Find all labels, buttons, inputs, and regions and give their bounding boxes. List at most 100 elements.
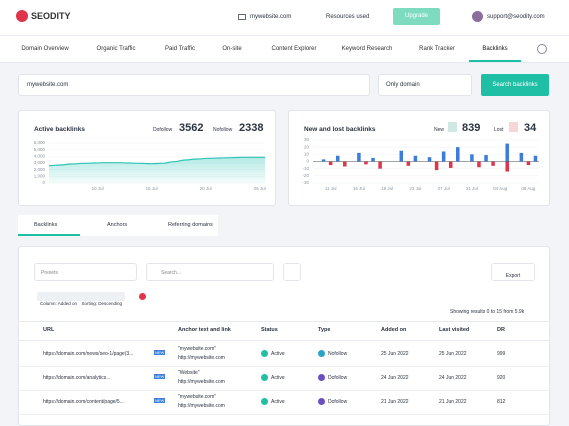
column-header[interactable]: Type: [318, 327, 331, 333]
nav-item[interactable]: Domain Overview: [21, 46, 69, 52]
scope-select[interactable]: Only domain: [378, 74, 472, 96]
column-header[interactable]: Added on: [381, 327, 407, 333]
filter-chip[interactable]: Column: Added on Sorting: Descending: [37, 292, 126, 306]
logo[interactable]: SEODITY: [31, 11, 71, 21]
cell-anchor: "mywebsite.com": [178, 346, 217, 352]
bar: [484, 155, 488, 162]
nav-item[interactable]: Rank Tracker: [419, 46, 455, 52]
new-label: New: [434, 127, 445, 133]
cell-status: Active: [271, 375, 285, 381]
cell-type: Dofollow: [328, 399, 348, 405]
y-tick-label: 6,000: [34, 140, 46, 145]
cell-added: 25 Jun 2022: [381, 351, 409, 357]
chip-sorting: Sorting: Descending: [81, 301, 123, 306]
bar: [364, 161, 368, 165]
x-tick-label: 08 Aug: [521, 186, 536, 191]
nav-item[interactable]: Paid Traffic: [165, 46, 195, 52]
tab[interactable]: Backlinks: [34, 222, 58, 228]
y-tick-label: 5,000: [34, 147, 46, 152]
dofollow-label: Dofollow: [153, 127, 173, 133]
y-tick-label: 0: [42, 180, 45, 185]
nav-item[interactable]: Content Explorer: [271, 46, 317, 52]
presets-text: Presets: [41, 270, 58, 276]
tab[interactable]: Referring domains: [168, 222, 213, 228]
bar: [456, 147, 460, 162]
cell-link[interactable]: http://mywebsite.com: [178, 379, 225, 385]
new-icon: [448, 122, 457, 132]
cell-added: 24 Jun 2022: [381, 375, 409, 381]
line: [48, 156, 265, 167]
new-badge: NEW: [154, 374, 166, 379]
table-search[interactable]: Search...: [146, 263, 274, 281]
export-button[interactable]: Export: [491, 263, 535, 281]
bar: [477, 161, 481, 168]
y-tick-label: 0: [306, 159, 309, 164]
lost-value: 34: [524, 122, 537, 134]
cell-anchor: "mywebsite.com": [178, 394, 217, 400]
avatar[interactable]: [472, 11, 483, 22]
bar: [470, 154, 474, 162]
upgrade-button[interactable]: Upgrade: [393, 8, 440, 25]
type-icon: [318, 374, 325, 381]
nofollow-value: 2338: [239, 122, 264, 134]
user-email[interactable]: support@seodity.com: [487, 14, 545, 20]
type-icon: [318, 398, 325, 405]
new-lost-card: New and lost backlinks New 839 Lost 34 -…: [288, 110, 550, 206]
search-button[interactable]: Search backlinks: [481, 74, 549, 96]
cell-link[interactable]: http://mywebsite.com: [178, 355, 225, 361]
bar: [491, 161, 495, 166]
resources[interactable]: Resources used: [326, 14, 370, 20]
column-header[interactable]: Anchor text and link: [178, 327, 231, 333]
nav-item[interactable]: Backlinks: [482, 46, 508, 52]
lost-icon: [509, 122, 518, 132]
bar: [399, 150, 404, 162]
y-tick-label: 1,000: [34, 174, 46, 179]
column-header[interactable]: Status: [261, 327, 278, 333]
chip-remove[interactable]: [139, 293, 146, 300]
bar: [406, 161, 411, 166]
filter-button[interactable]: [283, 263, 301, 281]
row-divider: [19, 414, 549, 415]
status-icon: [261, 350, 268, 357]
x-tick-label: 20 Jul: [200, 186, 212, 191]
table-search-text: Search...: [161, 270, 182, 276]
nav-item[interactable]: Keyword Research: [341, 46, 393, 52]
cell-dr: 999: [497, 351, 506, 357]
y-tick-label: 4,000: [34, 154, 46, 159]
row-divider: [19, 390, 549, 391]
cell-dr: 812: [497, 399, 506, 405]
export-text: Export: [505, 273, 521, 279]
area: [49, 157, 265, 183]
cell-link[interactable]: http://mywebsite.com: [178, 403, 225, 409]
settings-icon[interactable]: [537, 44, 547, 54]
nav-item[interactable]: On-site: [222, 46, 242, 52]
cell-visited: 25 Jun 2022: [439, 351, 467, 357]
type-icon: [318, 350, 325, 357]
x-tick-label: 15 Jul: [353, 186, 365, 191]
column-header[interactable]: Last visited: [439, 327, 470, 333]
card-title: New and lost backlinks: [304, 126, 376, 133]
nav-bar: Domain Overview Organic Traffic Paid Traff…: [0, 36, 569, 63]
y-tick-label: -30: [302, 180, 309, 185]
table-card: Presets Search... Export Column: Added o…: [18, 246, 550, 426]
nav-item[interactable]: Organic Traffic: [96, 46, 136, 52]
project-select[interactable]: mywebsite.com: [250, 14, 292, 20]
cell-url: https://domain.com/analytics...: [43, 375, 111, 381]
bar: [533, 155, 538, 162]
results-count: Showing results 0 to 15 from 5.9k: [450, 309, 525, 315]
tab[interactable]: Anchors: [107, 222, 128, 228]
row-divider: [19, 366, 549, 367]
status-icon: [261, 398, 268, 405]
cell-status: Active: [271, 351, 285, 357]
column-header[interactable]: DR: [497, 327, 505, 333]
cell-url: https://domain.com/content/page/5...: [43, 399, 124, 405]
new-value: 839: [462, 122, 481, 134]
bar: [357, 152, 361, 162]
y-tick-label: 10: [304, 152, 310, 157]
search-input[interactable]: mywebsite.com: [18, 74, 370, 96]
presets-select[interactable]: Presets: [34, 263, 137, 281]
column-header[interactable]: URL: [43, 327, 55, 333]
nofollow-label: Nofollow: [213, 127, 233, 133]
cell-visited: 24 Jun 2022: [439, 375, 467, 381]
